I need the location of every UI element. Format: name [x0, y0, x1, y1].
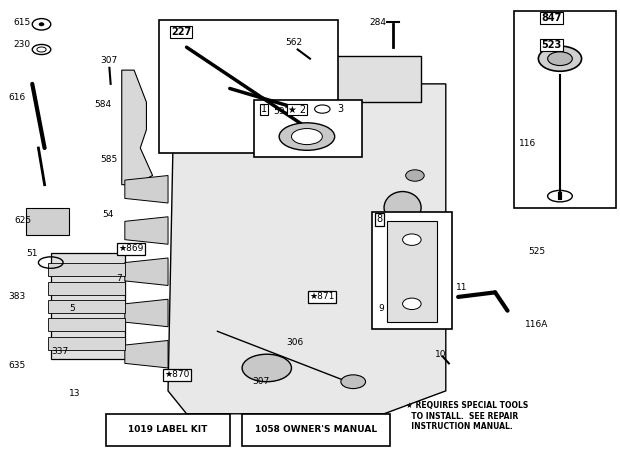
Text: ★870: ★870: [164, 370, 190, 379]
Text: ★869: ★869: [118, 244, 144, 254]
Text: 523: 523: [541, 41, 562, 50]
Text: 525: 525: [529, 247, 546, 255]
Ellipse shape: [547, 52, 572, 65]
Polygon shape: [125, 299, 168, 327]
Text: 5: 5: [69, 304, 75, 313]
Text: ereplacement parts.com: ereplacement parts.com: [233, 224, 387, 237]
Polygon shape: [48, 300, 125, 313]
Polygon shape: [387, 221, 436, 322]
Polygon shape: [168, 84, 446, 414]
Text: 383: 383: [8, 292, 25, 301]
Polygon shape: [125, 258, 168, 285]
Bar: [372, 212, 452, 329]
Polygon shape: [51, 254, 125, 359]
Text: 306: 306: [286, 338, 303, 347]
Polygon shape: [26, 207, 69, 235]
Text: 584: 584: [95, 100, 112, 109]
Polygon shape: [122, 70, 153, 185]
Ellipse shape: [384, 192, 421, 224]
Text: 337: 337: [51, 348, 69, 356]
Text: 7: 7: [116, 274, 122, 283]
Ellipse shape: [405, 225, 424, 236]
Polygon shape: [187, 56, 421, 102]
Bar: [106, 414, 230, 446]
Text: 1058 OWNER'S MANUAL: 1058 OWNER'S MANUAL: [255, 426, 377, 434]
Text: ★ 2: ★ 2: [288, 105, 306, 114]
Text: 54: 54: [102, 210, 113, 219]
Text: 51: 51: [27, 249, 38, 258]
Text: 11: 11: [456, 283, 467, 292]
Polygon shape: [125, 176, 168, 203]
Polygon shape: [48, 337, 125, 349]
Polygon shape: [48, 282, 125, 295]
Polygon shape: [48, 319, 125, 331]
Ellipse shape: [402, 298, 421, 309]
Text: 1: 1: [260, 105, 267, 114]
Bar: [159, 20, 338, 153]
Text: 230: 230: [13, 41, 30, 49]
Text: 635: 635: [8, 361, 25, 370]
Text: 307: 307: [101, 56, 118, 65]
Text: ★ REQUIRES SPECIAL TOOLS
  TO INSTALL.  SEE REPAIR
  INSTRUCTION MANUAL.: ★ REQUIRES SPECIAL TOOLS TO INSTALL. SEE…: [405, 401, 528, 431]
Text: 615: 615: [13, 18, 30, 27]
Text: 307: 307: [252, 377, 269, 386]
Polygon shape: [48, 264, 125, 276]
Ellipse shape: [39, 23, 44, 26]
Text: 13: 13: [68, 389, 80, 398]
Ellipse shape: [254, 56, 316, 93]
Text: 562: 562: [285, 38, 303, 47]
Text: 227: 227: [171, 27, 192, 36]
Text: 284: 284: [370, 18, 386, 27]
Text: 8: 8: [376, 214, 382, 224]
Ellipse shape: [402, 234, 421, 245]
Bar: [242, 414, 390, 446]
Ellipse shape: [538, 46, 582, 71]
Ellipse shape: [267, 63, 304, 86]
Text: 625: 625: [14, 216, 32, 225]
Ellipse shape: [242, 354, 291, 382]
Ellipse shape: [279, 123, 335, 150]
Polygon shape: [125, 217, 168, 244]
Bar: [514, 11, 616, 207]
Text: 847: 847: [541, 13, 562, 23]
Text: 9: 9: [378, 304, 384, 313]
Text: 116: 116: [520, 139, 536, 148]
Text: ★871: ★871: [309, 292, 335, 301]
Text: 10: 10: [435, 350, 446, 359]
Text: 1019 LABEL KIT: 1019 LABEL KIT: [128, 426, 208, 434]
Ellipse shape: [291, 129, 322, 145]
Polygon shape: [125, 341, 168, 368]
Bar: [254, 100, 363, 157]
Ellipse shape: [341, 375, 366, 389]
Text: 592: 592: [273, 107, 290, 116]
Ellipse shape: [405, 170, 424, 181]
Text: 116A: 116A: [526, 320, 549, 329]
Text: 585: 585: [101, 155, 118, 164]
Text: 3: 3: [338, 105, 344, 114]
Text: 616: 616: [8, 93, 25, 102]
